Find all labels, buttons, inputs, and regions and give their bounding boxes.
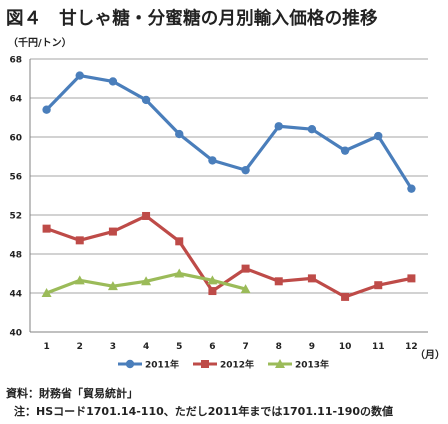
data-point <box>175 237 184 246</box>
data-point <box>107 281 118 291</box>
x-tick-label: 9 <box>309 342 315 352</box>
data-point <box>42 224 51 233</box>
chart-title: 図４ 甘しゃ糖・分蜜糖の月別輸入価格の推移 <box>6 9 378 29</box>
data-point <box>141 95 151 105</box>
data-point <box>108 227 117 236</box>
data-point <box>208 287 217 296</box>
data-point <box>125 359 135 369</box>
series-line <box>45 73 413 190</box>
y-tick-label: 52 <box>9 212 22 222</box>
x-tick-label: 1 <box>43 342 49 352</box>
x-tick-label: 7 <box>242 342 248 352</box>
data-point <box>42 105 51 114</box>
y-tick-label: 60 <box>9 134 22 144</box>
data-point <box>241 165 250 175</box>
data-point <box>407 274 416 283</box>
x-tick-label: 12 <box>405 342 418 352</box>
data-point <box>341 292 350 301</box>
data-point <box>141 276 152 286</box>
data-point <box>75 71 84 80</box>
series-line <box>46 214 412 299</box>
data-point <box>41 288 52 297</box>
source-note: 資料：財務省「貿易統計」 <box>6 387 138 400</box>
data-point <box>207 275 218 285</box>
y-axis-unit-label: （千円/トン） <box>8 38 72 49</box>
y-tick-label: 64 <box>9 95 22 105</box>
x-tick-label: 10 <box>339 342 352 352</box>
data-point <box>75 236 84 245</box>
data-point <box>274 122 283 131</box>
x-tick-label: 8 <box>276 342 282 352</box>
data-point <box>241 264 250 273</box>
data-point <box>201 360 209 368</box>
footnote: 注：HSコード1701.14-110、ただし2011年までは1701.11-19… <box>14 405 393 418</box>
x-tick-label: 4 <box>143 342 149 352</box>
data-point <box>274 277 283 286</box>
x-tick-label: 11 <box>372 342 385 352</box>
y-tick-label: 40 <box>9 329 22 339</box>
data-point <box>74 275 85 285</box>
data-point <box>307 125 317 134</box>
y-tick-label: 48 <box>9 251 22 261</box>
y-tick-label: 44 <box>9 290 22 300</box>
data-point <box>407 184 416 193</box>
y-tick-label: 68 <box>9 56 22 66</box>
legend-label: 2012年 <box>220 359 254 371</box>
data-point <box>340 146 350 155</box>
data-point <box>108 77 118 86</box>
data-point <box>240 284 251 294</box>
data-point <box>174 268 185 278</box>
data-point <box>374 131 383 141</box>
x-tick-label: 3 <box>110 342 116 352</box>
x-tick-label: 2 <box>77 342 83 352</box>
data-point <box>275 359 285 368</box>
data-point <box>208 156 217 165</box>
data-point <box>307 274 316 283</box>
legend-label: 2011年 <box>145 359 179 371</box>
data-point <box>175 129 184 139</box>
data-point <box>374 281 383 290</box>
y-tick-label: 56 <box>9 173 22 183</box>
legend-label: 2013年 <box>295 359 329 371</box>
x-tick-label: 5 <box>176 342 182 352</box>
x-axis-unit-label: （月） <box>415 348 445 361</box>
x-tick-label: 6 <box>209 342 215 352</box>
data-point <box>142 211 151 220</box>
